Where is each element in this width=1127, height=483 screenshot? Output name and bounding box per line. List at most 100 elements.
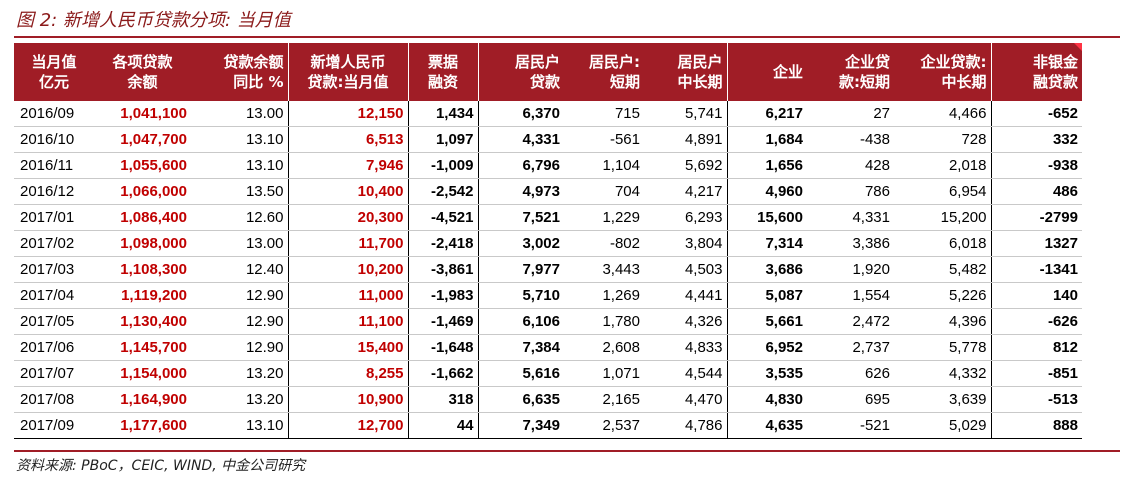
table-cell: 3,686 <box>727 256 807 283</box>
table-cell: 6,293 <box>644 204 728 231</box>
table-cell: 5,087 <box>727 282 807 309</box>
table-cell: 2017/06 <box>14 334 94 361</box>
table-cell: -1,469 <box>408 308 479 335</box>
column-header-line2: 同比 % <box>233 73 284 91</box>
table-cell: 3,804 <box>644 230 728 257</box>
table-cell: -652 <box>991 101 1082 127</box>
table-row: 2016/12 1,066,000 13.50 10,400 -2,542 4,973 70… <box>14 178 1082 205</box>
figure-title: 图 2: 新增人民币贷款分项: 当月值 <box>16 10 291 31</box>
table-cell: 7,521 <box>478 204 564 231</box>
table-cell: 1,229 <box>564 204 644 231</box>
table-cell: 6,952 <box>727 334 807 361</box>
table-cell: 2017/07 <box>14 360 94 387</box>
table-cell: 6,370 <box>478 101 564 127</box>
column-header: 居民户 贷款 <box>478 43 564 101</box>
column-header-line2: 贷款:当月值 <box>307 73 389 91</box>
table-cell: 1,108,300 <box>94 256 191 283</box>
table-body: 2016/09 1,041,100 13.00 12,150 1,434 6,370 715… <box>14 101 1082 439</box>
table-row: 2017/04 1,119,200 12.90 11,000 -1,983 5,710 1,… <box>14 282 1082 309</box>
column-header: 企业贷款: 中长期 <box>894 43 992 101</box>
table-row: 2016/10 1,047,700 13.10 6,513 1,097 4,331 -561… <box>14 126 1082 153</box>
column-header: 新增人民币 贷款:当月值 <box>288 43 409 101</box>
table-cell: 1327 <box>991 230 1082 257</box>
table-cell: 7,384 <box>478 334 564 361</box>
table-cell: 13.50 <box>191 178 289 205</box>
table-cell: -561 <box>564 126 644 153</box>
table-cell: 13.20 <box>191 386 289 413</box>
header-row: 当月值 亿元 各项贷款 余额 贷款余额 同比 % 新增人民币 贷款:当月值 票据 融资 居民户 贷款居… <box>14 43 1082 101</box>
column-header-line1: 居民户: <box>589 53 640 71</box>
column-header-line2: 余额 <box>127 73 158 91</box>
table-cell: 786 <box>807 178 894 205</box>
table-row: 2016/09 1,041,100 13.00 12,150 1,434 6,370 715… <box>14 101 1082 127</box>
table-cell: 486 <box>991 178 1082 205</box>
table-cell: 6,106 <box>478 308 564 335</box>
column-header: 票据 融资 <box>408 43 479 101</box>
table-cell: 6,217 <box>727 101 807 127</box>
column-header: 企业 <box>727 43 807 101</box>
table-row: 2017/02 1,098,000 13.00 11,700 -2,418 3,002 -8… <box>14 230 1082 257</box>
table-cell: -1,983 <box>408 282 479 309</box>
table-cell: 12.40 <box>191 256 289 283</box>
table-cell: 12.90 <box>191 334 289 361</box>
table-cell: 2017/01 <box>14 204 94 231</box>
table-cell: 704 <box>564 178 644 205</box>
table-cell: -1,648 <box>408 334 479 361</box>
column-header: 企业贷 款:短期 <box>807 43 894 101</box>
table-cell: 1,130,400 <box>94 308 191 335</box>
table-cell: -851 <box>991 360 1082 387</box>
table-cell: 812 <box>991 334 1082 361</box>
column-header-line2: 贷款 <box>529 73 560 91</box>
table-cell: 1,098,000 <box>94 230 191 257</box>
table-cell: -2799 <box>991 204 1082 231</box>
table-cell: 318 <box>408 386 479 413</box>
column-header: 居民户 中长期 <box>644 43 728 101</box>
table-cell: 12.90 <box>191 282 289 309</box>
table-cell: 5,778 <box>894 334 992 361</box>
table-cell: 11,100 <box>288 308 409 335</box>
table-cell: 13.20 <box>191 360 289 387</box>
column-header-line1: 企业贷 <box>844 53 890 71</box>
table-cell: 3,639 <box>894 386 992 413</box>
table-cell: 13.00 <box>191 101 289 127</box>
table-cell: 2,737 <box>807 334 894 361</box>
loan-table: 当月值 亿元 各项贷款 余额 贷款余额 同比 % 新增人民币 贷款:当月值 票据 融资 居民户 贷款居… <box>14 43 1082 439</box>
column-header-line1: 贷款余额 <box>223 53 284 71</box>
table-cell: 5,482 <box>894 256 992 283</box>
table-cell: 1,154,000 <box>94 360 191 387</box>
table-cell: 4,960 <box>727 178 807 205</box>
table-cell: 1,097 <box>408 126 479 153</box>
table-cell: 626 <box>807 360 894 387</box>
table-row: 2017/06 1,145,700 12.90 15,400 -1,648 7,384 2,… <box>14 334 1082 361</box>
table-cell: 2,472 <box>807 308 894 335</box>
table-cell: 4,635 <box>727 412 807 439</box>
table-cell: 3,386 <box>807 230 894 257</box>
table-cell: 13.00 <box>191 230 289 257</box>
title-divider <box>14 36 1120 38</box>
table-cell: -1,662 <box>408 360 479 387</box>
table-cell: 6,018 <box>894 230 992 257</box>
table-cell: -802 <box>564 230 644 257</box>
comment-marker-icon <box>1074 43 1082 51</box>
table-cell: -2,418 <box>408 230 479 257</box>
table-cell: 1,780 <box>564 308 644 335</box>
table-cell: 5,741 <box>644 101 728 127</box>
table-cell: 12,700 <box>288 412 409 439</box>
table-cell: 332 <box>991 126 1082 153</box>
footer-divider <box>14 450 1120 452</box>
table-cell: 5,692 <box>644 152 728 179</box>
table-cell: 1,434 <box>408 101 479 127</box>
table-cell: 13.10 <box>191 152 289 179</box>
column-header-line2: 企业 <box>772 63 803 81</box>
table-cell: 1,041,100 <box>94 101 191 127</box>
table-cell: 10,200 <box>288 256 409 283</box>
table-cell: 2,537 <box>564 412 644 439</box>
table-cell: 4,441 <box>644 282 728 309</box>
table-cell: 8,255 <box>288 360 409 387</box>
table-cell: 1,145,700 <box>94 334 191 361</box>
table-cell: 4,326 <box>644 308 728 335</box>
table-cell: 2,165 <box>564 386 644 413</box>
table-row: 2017/07 1,154,000 13.20 8,255 -1,662 5,616 1,0… <box>14 360 1082 387</box>
column-header: 当月值 亿元 <box>14 43 94 101</box>
table-cell: 4,332 <box>894 360 992 387</box>
